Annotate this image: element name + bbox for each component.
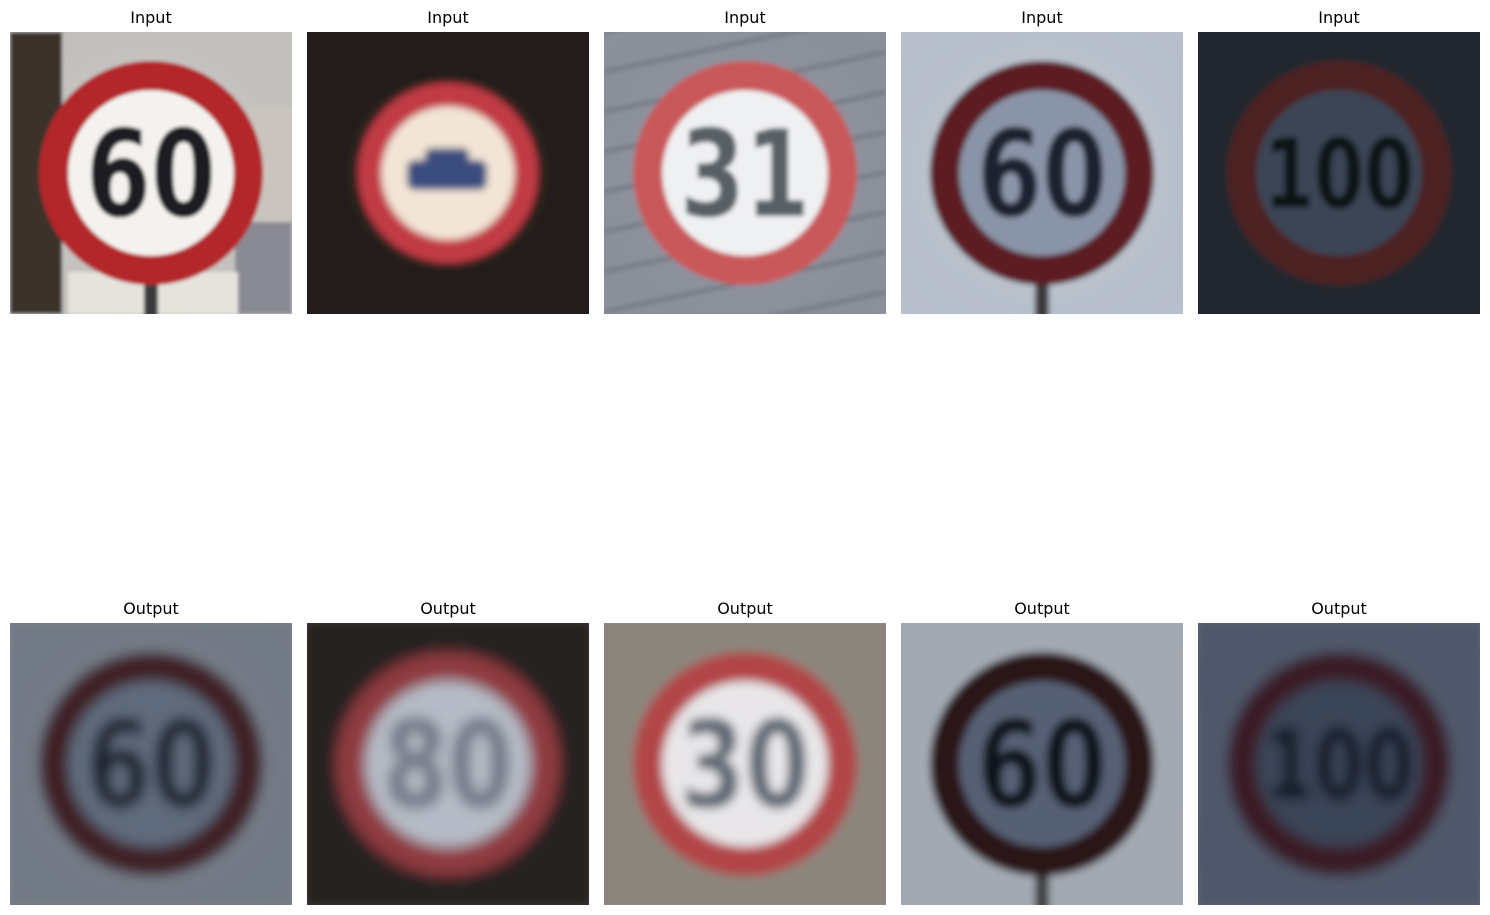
output-panel-4: Output 60 [901,599,1183,905]
input-panel-5: Input 100 [1198,8,1480,314]
input-panel-3: Input 31 [604,8,886,314]
output-panel-2: Output 80 [307,599,589,905]
sign-image: 60 [901,32,1183,314]
sign-number: 60 [86,697,216,836]
sign-face [959,90,1125,256]
sign-image: 30 [604,623,886,905]
sign-image [307,32,589,314]
sign-image: 60 [10,623,292,905]
panel-title: Output [717,599,773,618]
sign-number: 60 [86,106,216,245]
sign-image: 31 [604,32,886,314]
panel-title: Input [427,8,469,27]
panel-title: Output [1014,599,1070,618]
sign-number: 30 [680,697,810,836]
output-panel-5: Output 100 [1198,599,1480,905]
sign-image: 80 [307,623,589,905]
panel-title: Input [130,8,172,27]
sign-number: 60 [977,106,1107,245]
sign-face [662,681,828,847]
output-panel-3: Output 30 [604,599,886,905]
sign-image: 60 [901,623,1183,905]
sign-face [959,681,1125,847]
panel-title: Input [1021,8,1063,27]
input-panel-1: Input 60 [10,8,292,314]
panel-title: Input [724,8,766,27]
sign-number: 100 [1264,119,1414,231]
sign-face [662,90,828,256]
sign-number: 80 [383,697,513,836]
panel-title: Output [1311,599,1367,618]
sign-image: 60 [10,32,292,314]
panel-title: Output [420,599,476,618]
sign-face [1256,90,1422,256]
sign-number: 31 [680,106,810,245]
sign-number: 100 [1264,710,1414,822]
panel-title: Input [1318,8,1360,27]
sign-face [68,90,234,256]
output-panel-1: Output 60 [10,599,292,905]
sign-face [365,681,531,847]
panel-title: Output [123,599,179,618]
sign-face [1256,681,1422,847]
sign-image: 100 [1198,623,1480,905]
input-panel-2: Input [307,8,589,314]
input-panel-4: Input 60 [901,8,1183,314]
sign-image: 100 [1198,32,1480,314]
sign-face [68,681,234,847]
sign-number: 60 [977,697,1107,836]
